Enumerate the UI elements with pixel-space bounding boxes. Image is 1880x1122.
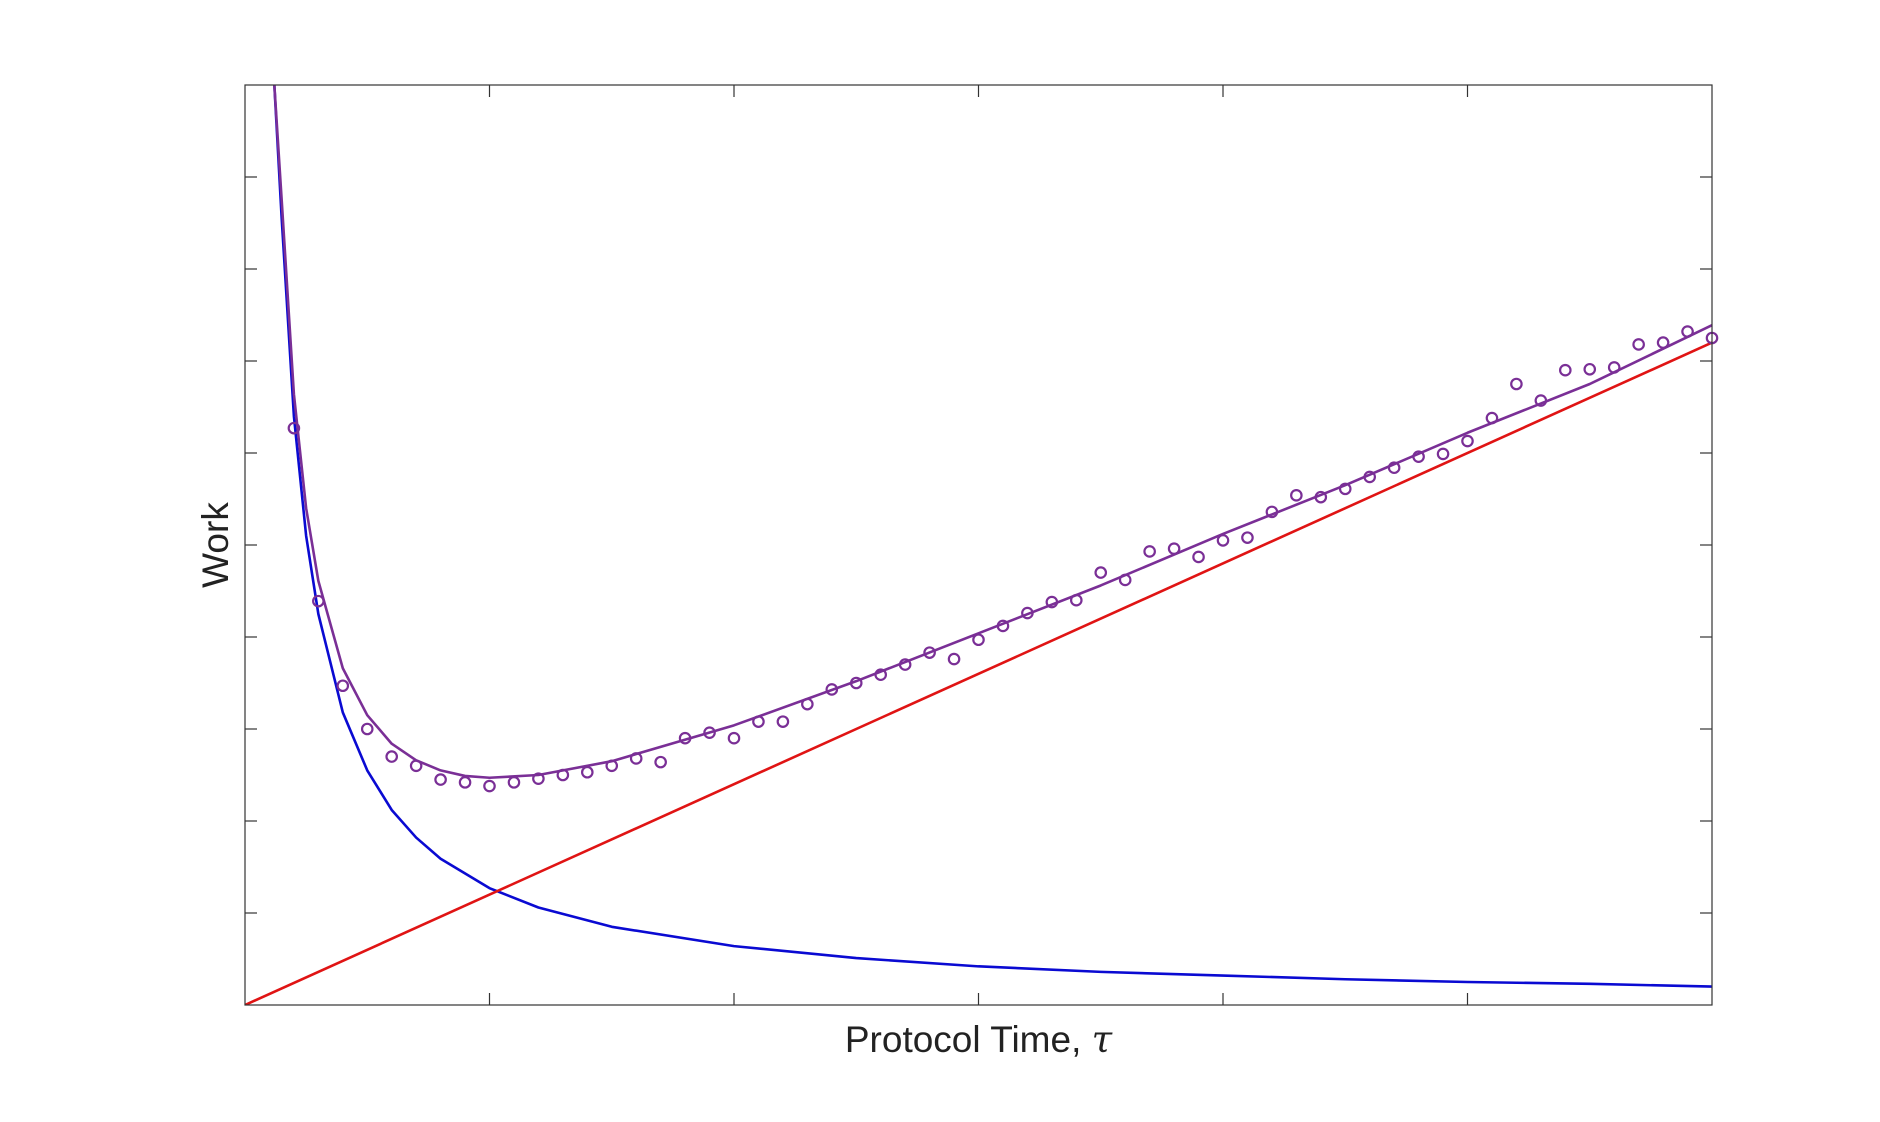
data-point bbox=[336, 679, 350, 693]
data-point bbox=[776, 715, 790, 728]
ticks-layer bbox=[245, 85, 1712, 1005]
data-point bbox=[1143, 545, 1156, 558]
data-point bbox=[825, 683, 839, 696]
data-point bbox=[1583, 362, 1597, 376]
data-point bbox=[874, 668, 887, 682]
plot-background bbox=[245, 85, 1712, 1005]
data-point bbox=[1485, 411, 1499, 425]
data-point bbox=[654, 755, 667, 769]
data-point bbox=[1436, 447, 1450, 461]
data-point bbox=[678, 731, 692, 745]
data-point bbox=[360, 722, 374, 736]
data-point bbox=[1559, 363, 1572, 377]
data-point bbox=[1412, 450, 1425, 463]
data-point bbox=[1363, 470, 1376, 484]
data-point bbox=[752, 715, 765, 728]
data-point bbox=[1192, 550, 1205, 564]
data-point bbox=[1216, 534, 1230, 547]
data-point bbox=[1461, 434, 1474, 448]
data-point bbox=[1167, 542, 1181, 555]
data-point bbox=[727, 731, 741, 745]
data-point bbox=[580, 765, 594, 779]
data-point bbox=[1290, 489, 1303, 502]
total-work-curve bbox=[273, 85, 1712, 780]
data-point bbox=[947, 652, 961, 666]
data-point bbox=[483, 779, 496, 793]
data-point bbox=[287, 421, 301, 435]
data-point bbox=[1656, 336, 1670, 349]
data-point bbox=[507, 776, 521, 789]
data-point bbox=[1045, 595, 1059, 609]
data-point bbox=[1070, 593, 1083, 607]
data-point bbox=[1241, 531, 1254, 544]
data-point bbox=[1314, 490, 1328, 504]
linear-cost-curve bbox=[245, 341, 1712, 1005]
data-point bbox=[1387, 461, 1401, 475]
data-point bbox=[409, 759, 423, 773]
data-point bbox=[629, 752, 643, 765]
data-point bbox=[1094, 566, 1108, 579]
data-point bbox=[1510, 377, 1523, 391]
plot-frame bbox=[244, 84, 1713, 1006]
data-point bbox=[1338, 482, 1352, 496]
data-point bbox=[605, 759, 619, 773]
data-point bbox=[849, 676, 863, 690]
data-point bbox=[312, 594, 325, 608]
data-point bbox=[434, 773, 447, 786]
x-axis-label: Protocol Time, τ bbox=[845, 1018, 1113, 1061]
data-point bbox=[972, 633, 985, 647]
data-point bbox=[458, 776, 472, 789]
fast-dissipation-curve bbox=[273, 85, 1712, 988]
data-point bbox=[1021, 606, 1034, 620]
data-point bbox=[801, 697, 814, 711]
data-point bbox=[556, 768, 570, 782]
data-point bbox=[1681, 325, 1694, 338]
data-point bbox=[1632, 338, 1645, 351]
data-point bbox=[1534, 394, 1548, 407]
data-point bbox=[1607, 361, 1621, 374]
data-point bbox=[1118, 573, 1132, 587]
data-point bbox=[1265, 505, 1279, 519]
data-point bbox=[923, 646, 936, 659]
curves-layer bbox=[245, 85, 1712, 1005]
x-axis-label-tau-symbol: τ bbox=[1092, 1018, 1113, 1061]
x-axis-label-text: Protocol Time, bbox=[845, 1019, 1092, 1060]
data-point bbox=[385, 750, 398, 763]
data-point bbox=[898, 658, 912, 671]
data-point bbox=[703, 726, 716, 739]
data-point bbox=[996, 619, 1010, 633]
y-axis-label: Work bbox=[195, 502, 236, 588]
markers-layer bbox=[287, 325, 1719, 793]
data-point bbox=[532, 772, 545, 785]
